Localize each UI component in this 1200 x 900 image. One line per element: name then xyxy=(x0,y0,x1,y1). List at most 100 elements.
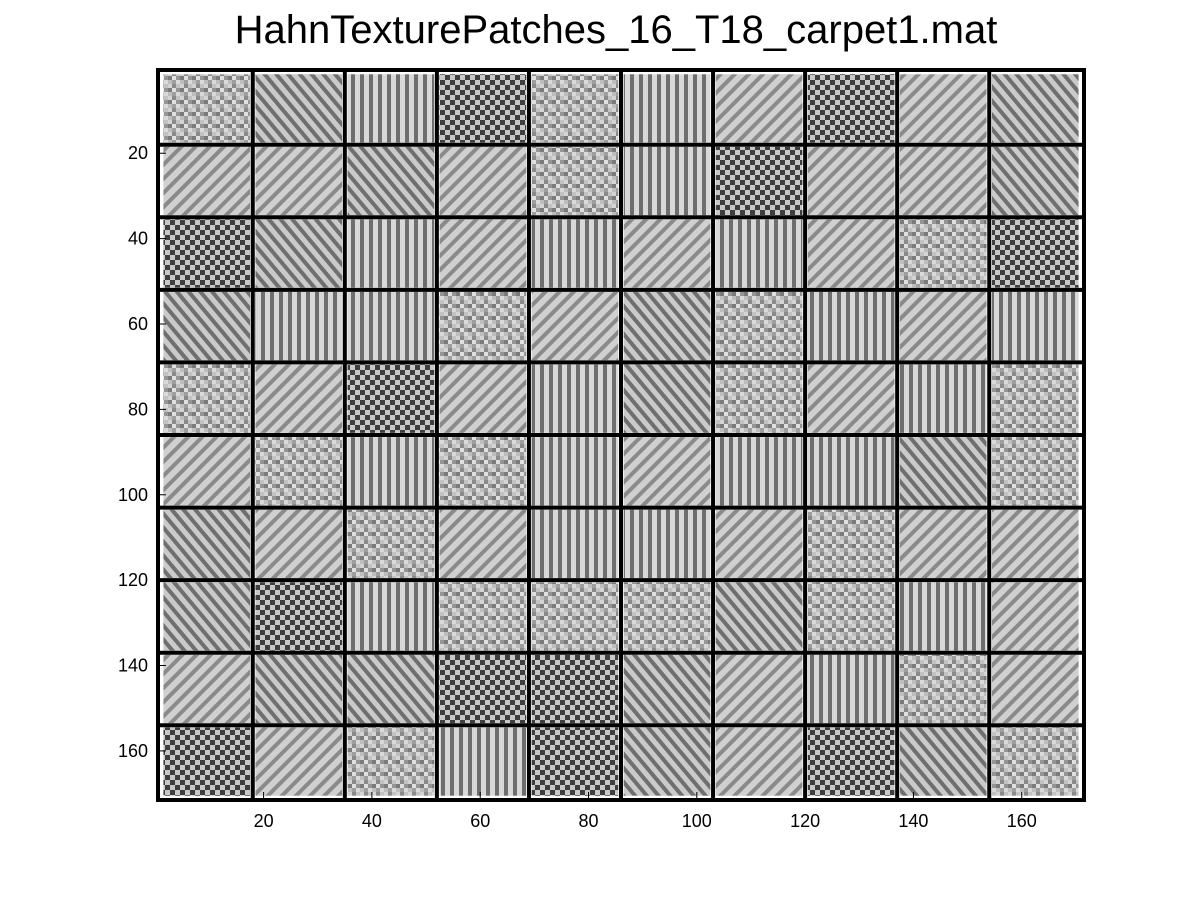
patch-r6-c1 xyxy=(163,437,251,506)
patch-r10-c9 xyxy=(899,727,987,796)
patch-r5-c7 xyxy=(715,364,803,433)
patch-r9-c5 xyxy=(531,654,619,724)
patch-r1-c2 xyxy=(255,74,343,143)
patch-r3-c10 xyxy=(991,219,1079,288)
patch-r4-c7 xyxy=(715,291,803,361)
axes-frame xyxy=(156,68,1086,802)
x-tick-label: 40 xyxy=(362,811,382,831)
patch-r8-c4 xyxy=(439,582,527,651)
patch-r4-c5 xyxy=(531,291,619,361)
patch-r1-c5 xyxy=(531,74,619,143)
patch-r5-c6 xyxy=(623,364,711,433)
x-tick-label: 20 xyxy=(254,811,274,831)
y-axis: 20 40 60 80 100 120 140 160 xyxy=(118,143,166,761)
patch-r2-c6 xyxy=(623,146,711,216)
patch-r5-c5 xyxy=(531,364,619,433)
patch-r10-c5 xyxy=(531,727,619,796)
y-tick-label: 40 xyxy=(128,229,148,249)
patch-r9-c4 xyxy=(439,654,527,724)
patch-r8-c2 xyxy=(255,582,343,651)
patch-r9-c3 xyxy=(347,654,435,724)
patch-r2-c1 xyxy=(163,146,251,216)
patch-r9-c10 xyxy=(991,654,1079,724)
patch-r9-c8 xyxy=(807,654,895,724)
patch-r6-c5 xyxy=(531,437,619,506)
patch-r3-c5 xyxy=(531,219,619,288)
patch-r1-c6 xyxy=(623,74,711,143)
patch-r7-c7 xyxy=(715,509,803,579)
y-tick-label: 100 xyxy=(118,485,148,505)
patch-r6-c7 xyxy=(715,437,803,506)
patch-r5-c1 xyxy=(163,364,251,433)
patch-r8-c8 xyxy=(807,582,895,651)
patch-r10-c10 xyxy=(991,727,1079,796)
patch-r9-c6 xyxy=(623,654,711,724)
patch-r4-c8 xyxy=(807,291,895,361)
patch-r3-c6 xyxy=(623,219,711,288)
patch-r2-c7 xyxy=(715,146,803,216)
patch-r3-c9 xyxy=(899,219,987,288)
x-tick-label: 120 xyxy=(790,811,820,831)
x-tick-label: 160 xyxy=(1007,811,1037,831)
patches-layer xyxy=(158,70,1084,800)
patch-r8-c6 xyxy=(623,582,711,651)
y-tick-label: 160 xyxy=(118,741,148,761)
patch-r2-c8 xyxy=(807,146,895,216)
patch-r2-c3 xyxy=(347,146,435,216)
patch-r4-c2 xyxy=(255,291,343,361)
patch-r4-c1 xyxy=(163,291,251,361)
patch-r8-c3 xyxy=(347,582,435,651)
patch-r7-c6 xyxy=(623,509,711,579)
patch-r7-c2 xyxy=(255,509,343,579)
patch-r9-c7 xyxy=(715,654,803,724)
patch-r9-c9 xyxy=(899,654,987,724)
patch-r3-c2 xyxy=(255,219,343,288)
patch-r1-c1 xyxy=(163,74,251,143)
y-tick-label: 60 xyxy=(128,314,148,334)
y-tick-label: 80 xyxy=(128,399,148,419)
patch-r8-c1 xyxy=(163,582,251,651)
patch-r10-c1 xyxy=(163,727,251,796)
patch-r10-c2 xyxy=(255,727,343,796)
patch-r7-c10 xyxy=(991,509,1079,579)
patch-r1-c4 xyxy=(439,74,527,143)
patch-r2-c5 xyxy=(531,146,619,216)
patch-r2-c9 xyxy=(899,146,987,216)
patch-r2-c4 xyxy=(439,146,527,216)
patch-r3-c4 xyxy=(439,219,527,288)
patch-r5-c2 xyxy=(255,364,343,433)
patch-r2-c10 xyxy=(991,146,1079,216)
patch-r9-c2 xyxy=(255,654,343,724)
x-tick-label: 80 xyxy=(578,811,598,831)
patch-r3-c3 xyxy=(347,219,435,288)
patch-r5-c4 xyxy=(439,364,527,433)
patch-r5-c3 xyxy=(347,364,435,433)
patch-r6-c9 xyxy=(899,437,987,506)
patch-r4-c3 xyxy=(347,291,435,361)
chart-title: HahnTexturePatches_16_T18_carpet1.mat xyxy=(234,8,998,52)
patch-r6-c3 xyxy=(347,437,435,506)
patch-r4-c4 xyxy=(439,291,527,361)
patch-r6-c8 xyxy=(807,437,895,506)
patch-r10-c4 xyxy=(439,727,527,796)
patch-r7-c3 xyxy=(347,509,435,579)
patch-r10-c6 xyxy=(623,727,711,796)
patch-r10-c7 xyxy=(715,727,803,796)
x-tick-label: 140 xyxy=(898,811,928,831)
patch-r5-c10 xyxy=(991,364,1079,433)
patch-r1-c9 xyxy=(899,74,987,143)
patch-r7-c9 xyxy=(899,509,987,579)
patch-r6-c10 xyxy=(991,437,1079,506)
patch-r5-c9 xyxy=(899,364,987,433)
patch-r3-c1 xyxy=(163,219,251,288)
patch-r1-c10 xyxy=(991,74,1079,143)
x-tick-label: 60 xyxy=(470,811,490,831)
x-axis: 20 40 60 80 100 120 140 160 xyxy=(254,792,1037,831)
patch-r1-c7 xyxy=(715,74,803,143)
patch-r8-c9 xyxy=(899,582,987,651)
x-tick-label: 100 xyxy=(682,811,712,831)
patch-r6-c6 xyxy=(623,437,711,506)
patch-r7-c1 xyxy=(163,509,251,579)
patch-r7-c8 xyxy=(807,509,895,579)
